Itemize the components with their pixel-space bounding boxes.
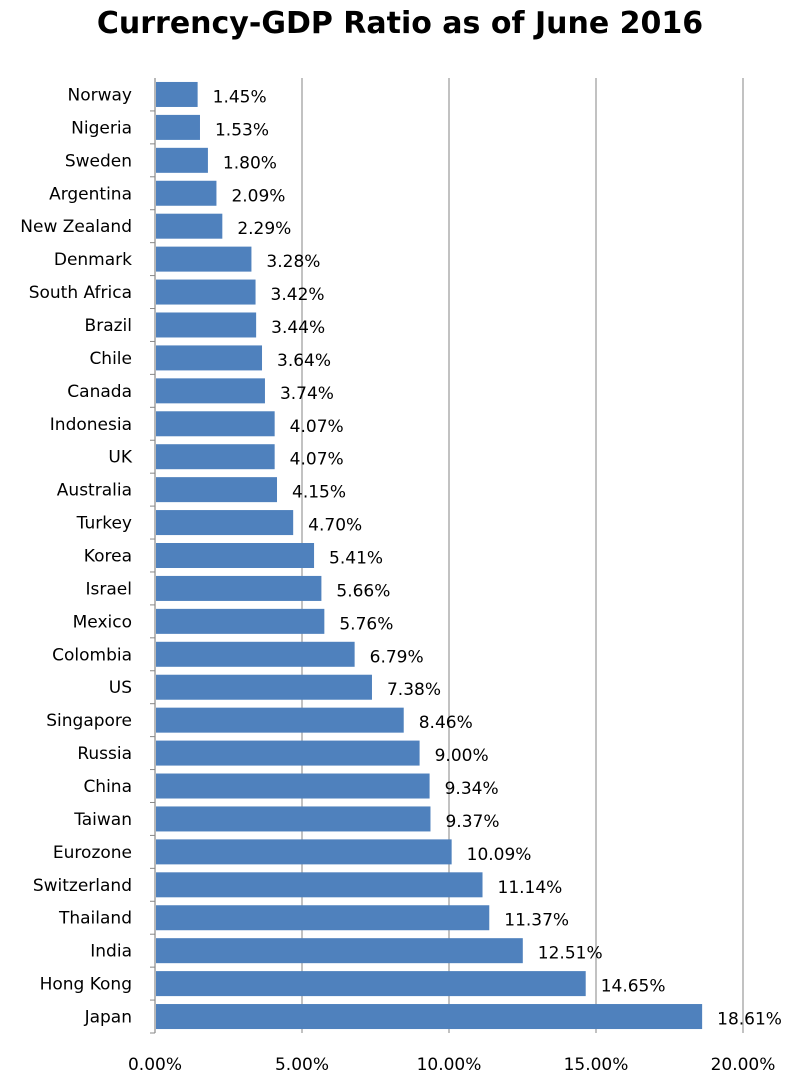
data-label: 3.64% (277, 351, 331, 371)
data-label: 9.37% (445, 812, 499, 832)
bar (156, 213, 223, 239)
data-label: 4.15% (292, 483, 346, 503)
bar (156, 312, 257, 338)
bar (156, 246, 252, 272)
category-label: Korea (84, 547, 132, 567)
category-label: Chile (89, 349, 132, 369)
category-label: South Africa (29, 283, 132, 303)
x-tick-label: 10.00% (417, 1055, 482, 1075)
data-label: 11.37% (504, 911, 569, 931)
bar (156, 971, 586, 997)
bar (156, 575, 322, 601)
bar (156, 641, 355, 667)
category-label: India (90, 942, 132, 962)
category-label: Brazil (85, 316, 132, 336)
data-label: 4.07% (290, 417, 344, 437)
category-label: Canada (67, 382, 132, 402)
category-label: Switzerland (33, 876, 132, 896)
data-label: 2.09% (231, 186, 285, 206)
category-label: Russia (77, 744, 132, 764)
data-label: 3.44% (271, 318, 325, 338)
category-label: China (83, 777, 132, 797)
data-label: 3.42% (271, 285, 325, 305)
x-tick-label: 0.00% (128, 1055, 182, 1075)
category-label: Denmark (54, 250, 132, 270)
category-label: Thailand (58, 909, 132, 929)
bar (156, 444, 275, 470)
chart-title: Currency-GDP Ratio as of June 2016 (96, 6, 704, 41)
bar (156, 345, 263, 371)
data-label: 2.29% (237, 219, 291, 239)
category-label: Taiwan (73, 810, 132, 830)
data-label: 7.38% (387, 680, 441, 700)
bar (156, 81, 198, 107)
data-label: 6.79% (370, 647, 424, 667)
data-label: 5.66% (336, 581, 390, 601)
data-label: 1.80% (223, 153, 277, 173)
data-label: 14.65% (601, 977, 666, 997)
category-label: Colombia (52, 645, 132, 665)
category-label: Argentina (49, 184, 132, 204)
x-tick-label: 15.00% (564, 1055, 629, 1075)
category-label: Sweden (65, 151, 132, 171)
data-label: 8.46% (419, 713, 473, 733)
category-label: Norway (68, 85, 133, 105)
bar (156, 608, 325, 634)
bar (156, 411, 275, 437)
data-label: 1.53% (215, 120, 269, 140)
category-label: Israel (86, 579, 132, 599)
bar (156, 543, 315, 568)
data-label: 4.07% (290, 450, 344, 470)
bar (156, 905, 490, 931)
category-label: Indonesia (50, 415, 132, 435)
bar (156, 674, 372, 700)
x-tick-label: 5.00% (275, 1055, 329, 1075)
data-label: 5.76% (339, 614, 393, 634)
category-label: Turkey (76, 514, 132, 534)
bar (156, 938, 523, 964)
bar (156, 477, 278, 503)
data-label: 4.70% (308, 516, 362, 536)
category-label: Eurozone (53, 843, 132, 863)
bar (156, 147, 208, 173)
bar (156, 378, 265, 404)
data-label: 11.14% (498, 878, 563, 898)
data-label: 5.41% (329, 549, 383, 569)
category-label: Nigeria (71, 118, 132, 138)
bar (156, 872, 483, 898)
bar (156, 510, 294, 536)
bar (156, 740, 420, 766)
bar (156, 279, 256, 305)
bar (156, 114, 200, 140)
data-label: 3.74% (280, 384, 334, 404)
bar (156, 707, 404, 733)
category-label: Australia (57, 481, 132, 501)
data-label: 10.09% (467, 845, 532, 865)
data-label: 12.51% (538, 944, 603, 964)
bar (156, 806, 431, 832)
category-label: Singapore (46, 711, 132, 731)
bar (156, 773, 430, 799)
data-label: 3.28% (266, 252, 320, 272)
bar (156, 180, 217, 206)
x-tick-label: 20.00% (711, 1055, 776, 1075)
data-label: 9.34% (445, 779, 499, 799)
category-label: Japan (84, 1008, 132, 1028)
data-label: 1.45% (213, 87, 267, 107)
data-label: 18.61% (717, 1010, 782, 1030)
category-label: Mexico (73, 612, 132, 632)
category-label: New Zealand (20, 217, 132, 237)
bar (156, 1004, 703, 1030)
data-label: 9.00% (435, 746, 489, 766)
category-label: Hong Kong (40, 975, 132, 995)
category-label: UK (108, 448, 132, 468)
bar (156, 839, 452, 865)
category-label: US (109, 678, 132, 698)
